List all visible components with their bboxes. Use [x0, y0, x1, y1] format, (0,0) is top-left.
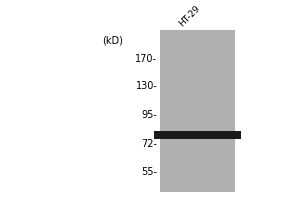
Text: 55-: 55-: [141, 167, 158, 177]
Bar: [154, 131, 241, 139]
Text: 72-: 72-: [141, 139, 158, 149]
Text: 95-: 95-: [142, 110, 158, 120]
Text: (kD): (kD): [103, 35, 124, 45]
Bar: [160, 30, 236, 192]
Text: 170-: 170-: [135, 54, 158, 64]
Text: 130-: 130-: [136, 81, 158, 91]
Text: HT-29: HT-29: [178, 3, 202, 28]
